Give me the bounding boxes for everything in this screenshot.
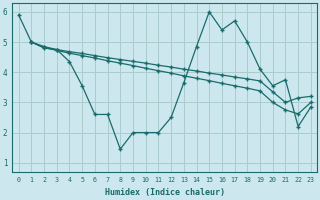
X-axis label: Humidex (Indice chaleur): Humidex (Indice chaleur) [105, 188, 225, 197]
